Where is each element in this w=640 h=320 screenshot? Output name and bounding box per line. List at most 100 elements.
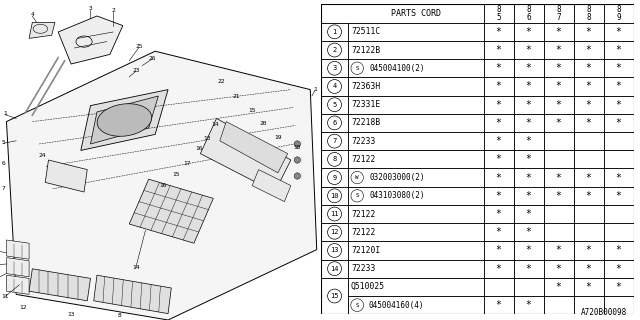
- Text: 25: 25: [135, 44, 143, 49]
- Text: *: *: [616, 27, 621, 37]
- Bar: [604, 4, 634, 23]
- Bar: [484, 77, 514, 96]
- Bar: [321, 278, 348, 314]
- Bar: [321, 132, 348, 150]
- Text: 72233: 72233: [351, 264, 376, 273]
- Text: 17: 17: [184, 161, 191, 166]
- Text: *: *: [556, 191, 561, 201]
- Text: *: *: [556, 63, 561, 73]
- Text: *: *: [525, 264, 532, 274]
- Bar: [321, 205, 348, 223]
- Bar: [348, 41, 484, 59]
- Text: A720B00098: A720B00098: [581, 308, 627, 317]
- Text: 18: 18: [294, 145, 301, 150]
- Text: *: *: [586, 45, 591, 55]
- Bar: [604, 41, 634, 59]
- Bar: [573, 296, 604, 314]
- Bar: [321, 4, 484, 23]
- Text: 72122: 72122: [351, 228, 376, 237]
- Polygon shape: [6, 258, 29, 277]
- Text: *: *: [525, 100, 532, 110]
- Text: 8: 8: [497, 5, 501, 14]
- Bar: [348, 241, 484, 260]
- Bar: [514, 132, 543, 150]
- Bar: [573, 168, 604, 187]
- Bar: [348, 132, 484, 150]
- Bar: [514, 241, 543, 260]
- Bar: [348, 114, 484, 132]
- Text: *: *: [586, 245, 591, 255]
- Bar: [543, 150, 573, 168]
- Bar: [348, 223, 484, 241]
- Bar: [484, 4, 514, 23]
- Bar: [604, 59, 634, 77]
- Polygon shape: [90, 96, 158, 144]
- Bar: [321, 59, 348, 77]
- Text: *: *: [616, 82, 621, 92]
- Bar: [573, 205, 604, 223]
- Polygon shape: [129, 179, 213, 243]
- Bar: [543, 4, 573, 23]
- Text: *: *: [525, 136, 532, 146]
- Bar: [514, 278, 543, 296]
- Bar: [484, 41, 514, 59]
- Text: 15: 15: [172, 172, 180, 177]
- Bar: [484, 187, 514, 205]
- Bar: [543, 41, 573, 59]
- Bar: [514, 41, 543, 59]
- Text: 16: 16: [159, 183, 167, 188]
- Text: 13: 13: [203, 136, 211, 141]
- Bar: [484, 23, 514, 41]
- Bar: [484, 132, 514, 150]
- Circle shape: [294, 173, 301, 179]
- Bar: [573, 77, 604, 96]
- Text: 5: 5: [332, 102, 337, 108]
- Text: 26: 26: [148, 56, 156, 61]
- Text: *: *: [525, 300, 532, 310]
- Text: 5: 5: [497, 13, 501, 22]
- Text: 043103080(2): 043103080(2): [369, 191, 424, 200]
- Text: *: *: [496, 300, 502, 310]
- Text: *: *: [525, 227, 532, 237]
- Text: W: W: [355, 175, 359, 180]
- Bar: [514, 23, 543, 41]
- Bar: [543, 296, 573, 314]
- Bar: [321, 241, 348, 260]
- Text: 9: 9: [332, 175, 337, 180]
- Bar: [543, 132, 573, 150]
- Bar: [514, 59, 543, 77]
- Text: PARTS CORD: PARTS CORD: [391, 9, 441, 18]
- Bar: [604, 132, 634, 150]
- Bar: [573, 114, 604, 132]
- Bar: [321, 260, 348, 278]
- Bar: [514, 77, 543, 96]
- Text: *: *: [496, 154, 502, 164]
- Bar: [514, 96, 543, 114]
- Text: *: *: [525, 209, 532, 219]
- Text: 6: 6: [2, 161, 6, 166]
- Bar: [543, 114, 573, 132]
- Bar: [604, 150, 634, 168]
- Bar: [573, 223, 604, 241]
- Bar: [484, 223, 514, 241]
- Bar: [543, 278, 573, 296]
- Bar: [348, 260, 484, 278]
- Bar: [573, 23, 604, 41]
- Bar: [321, 223, 348, 241]
- Polygon shape: [200, 118, 291, 192]
- Bar: [543, 187, 573, 205]
- Text: *: *: [525, 118, 532, 128]
- Text: 3: 3: [88, 5, 92, 11]
- Bar: [604, 187, 634, 205]
- Bar: [484, 241, 514, 260]
- Text: *: *: [556, 82, 561, 92]
- Bar: [321, 187, 348, 205]
- Polygon shape: [6, 240, 29, 259]
- Text: 6: 6: [526, 13, 531, 22]
- Text: *: *: [586, 82, 591, 92]
- Text: 11: 11: [330, 211, 339, 217]
- Text: 72122: 72122: [351, 155, 376, 164]
- Text: *: *: [586, 100, 591, 110]
- Text: 15: 15: [330, 293, 339, 299]
- Bar: [573, 278, 604, 296]
